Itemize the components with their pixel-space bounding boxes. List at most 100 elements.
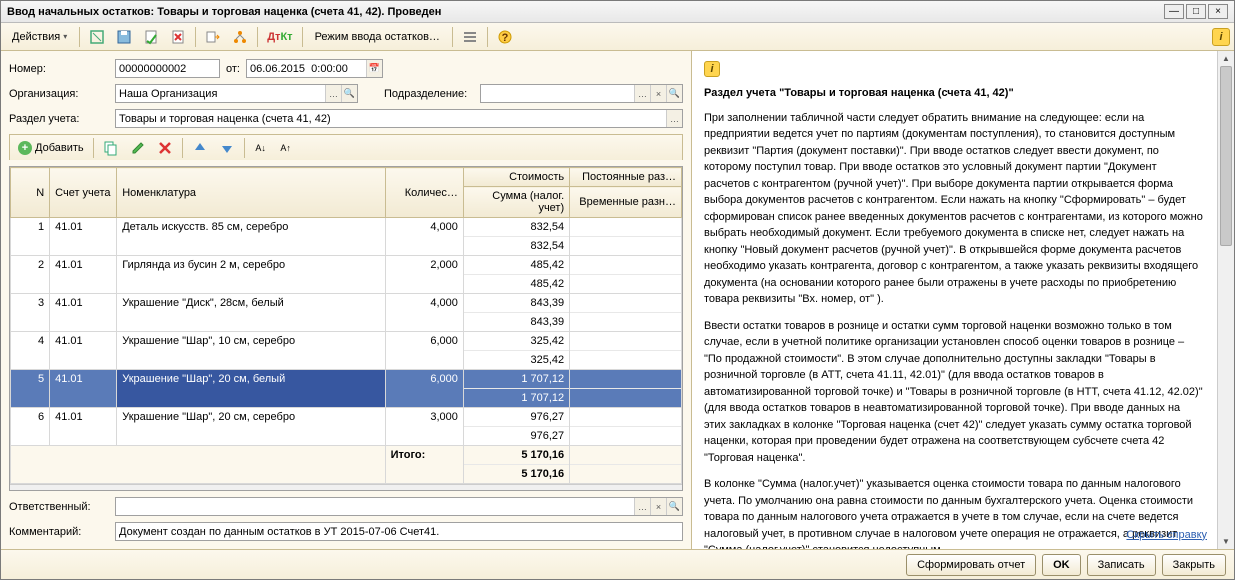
responsible-label: Ответственный: — [9, 501, 109, 513]
sort-desc-icon[interactable]: A↑ — [275, 137, 297, 159]
post-icon[interactable] — [139, 26, 163, 48]
comment-input[interactable] — [115, 522, 683, 541]
main-window: Ввод начальных остатков: Товары и торгов… — [0, 0, 1235, 580]
section-select-icon[interactable]: … — [666, 110, 682, 127]
cell-cost: 976,27976,27 — [463, 408, 569, 446]
info-badge-icon[interactable]: i — [1212, 28, 1230, 46]
org-open-icon[interactable]: 🔍 — [341, 85, 357, 102]
col-n[interactable]: N — [11, 168, 50, 218]
based-on-icon[interactable] — [201, 26, 225, 48]
minimize-button[interactable]: — — [1164, 4, 1184, 19]
table-row[interactable]: 441.01Украшение "Шар", 10 см, серебро6,0… — [11, 332, 682, 370]
close-button[interactable]: Закрыть — [1162, 554, 1226, 576]
close-window-button[interactable]: × — [1208, 4, 1228, 19]
cell-n: 3 — [11, 294, 50, 332]
cell-nomenclature: Гирлянда из бусин 2 м, серебро — [117, 256, 385, 294]
table-row[interactable]: 341.01Украшение "Диск", 28см, белый4,000… — [11, 294, 682, 332]
cell-nomenclature: Деталь искусств. 85 см, серебро — [117, 218, 385, 256]
col-nomenclature[interactable]: Номенклатура — [117, 168, 385, 218]
grid-hscroll[interactable] — [10, 484, 682, 490]
cell-account: 41.01 — [50, 370, 117, 408]
cell-n: 2 — [11, 256, 50, 294]
move-down-icon[interactable] — [215, 137, 239, 159]
cell-nomenclature: Украшение "Диск", 28см, белый — [117, 294, 385, 332]
delete-row-icon[interactable] — [153, 137, 177, 159]
sort-asc-icon[interactable]: A↓ — [250, 137, 272, 159]
cell-diff — [570, 218, 682, 256]
org-label: Организация: — [9, 88, 109, 100]
cell-qty: 6,000 — [385, 332, 463, 370]
from-label: от: — [226, 63, 240, 75]
total-label: Итого: — [385, 446, 463, 484]
cell-cost: 843,39843,39 — [463, 294, 569, 332]
structure-icon[interactable] — [228, 26, 252, 48]
help-info-icon: i — [704, 61, 720, 77]
copy-row-icon[interactable] — [99, 137, 123, 159]
window-title: Ввод начальных остатков: Товары и торгов… — [7, 6, 1164, 18]
responsible-open-icon[interactable]: 🔍 — [666, 498, 682, 515]
cell-n: 4 — [11, 332, 50, 370]
form-pane: Номер: от: 📅 Организация: …🔍 Подразделен… — [1, 51, 691, 549]
cell-account: 41.01 — [50, 256, 117, 294]
org-select-icon[interactable]: … — [325, 85, 341, 102]
subdiv-input[interactable] — [480, 84, 634, 103]
help-pane-wrap: i Раздел учета "Товары и торговая наценк… — [691, 51, 1234, 549]
add-button[interactable]: +Добавить — [14, 137, 88, 159]
hide-help-link[interactable]: Скрыть справку — [1126, 527, 1207, 544]
table-row[interactable]: 241.01Гирлянда из бусин 2 м, серебро2,00… — [11, 256, 682, 294]
data-grid: N Счет учета Номенклатура Количес… Стоим… — [9, 166, 683, 491]
unpost-icon[interactable] — [166, 26, 190, 48]
date-input[interactable] — [246, 59, 366, 78]
subdiv-select-icon[interactable]: … — [634, 85, 650, 102]
move-up-icon[interactable] — [188, 137, 212, 159]
responsible-input[interactable] — [115, 497, 634, 516]
help-scrollbar[interactable]: ▲ ▼ — [1217, 51, 1234, 549]
calendar-icon[interactable]: 📅 — [366, 60, 382, 77]
subdiv-clear-icon[interactable]: × — [650, 85, 666, 102]
table-row[interactable]: 641.01Украшение "Шар", 20 см, серебро3,0… — [11, 408, 682, 446]
list-settings-icon[interactable] — [458, 26, 482, 48]
table-row[interactable]: 541.01Украшение "Шар", 20 см, белый6,000… — [11, 370, 682, 408]
cell-diff — [570, 370, 682, 408]
help-para-2: Ввести остатки товаров в рознице и остат… — [704, 318, 1205, 467]
edit-row-icon[interactable] — [126, 137, 150, 159]
col-qty[interactable]: Количес… — [385, 168, 463, 218]
cell-cost: 832,54832,54 — [463, 218, 569, 256]
col-account[interactable]: Счет учета — [50, 168, 117, 218]
cell-cost: 485,42485,42 — [463, 256, 569, 294]
actions-menu[interactable]: Действия — [5, 26, 74, 48]
cell-n: 6 — [11, 408, 50, 446]
svg-text:?: ? — [502, 32, 509, 44]
save-button[interactable]: Записать — [1087, 554, 1156, 576]
cell-diff — [570, 256, 682, 294]
save-icon[interactable] — [112, 26, 136, 48]
cell-nomenclature: Украшение "Шар", 10 см, серебро — [117, 332, 385, 370]
dtkt-icon[interactable]: ДтКт — [263, 26, 296, 48]
refresh-icon[interactable] — [85, 26, 109, 48]
help-para-1: При заполнении табличной части следует о… — [704, 110, 1205, 308]
maximize-button[interactable]: □ — [1186, 4, 1206, 19]
responsible-clear-icon[interactable]: × — [650, 498, 666, 515]
responsible-select-icon[interactable]: … — [634, 498, 650, 515]
org-input[interactable] — [115, 84, 325, 103]
number-input[interactable] — [115, 59, 220, 78]
ok-button[interactable]: OK — [1042, 554, 1081, 576]
cell-qty: 6,000 — [385, 370, 463, 408]
help-icon[interactable]: ? — [493, 26, 517, 48]
table-row[interactable]: 141.01Деталь искусств. 85 см, серебро4,0… — [11, 218, 682, 256]
subdiv-open-icon[interactable]: 🔍 — [666, 85, 682, 102]
form-report-button[interactable]: Сформировать отчет — [906, 554, 1036, 576]
scroll-thumb[interactable] — [1220, 66, 1232, 246]
mode-button[interactable]: Режим ввода остатков… — [308, 26, 447, 48]
col-perm-diff[interactable]: Постоянные раз… — [570, 168, 682, 187]
cell-n: 5 — [11, 370, 50, 408]
scroll-up-icon[interactable]: ▲ — [1218, 51, 1234, 66]
scroll-down-icon[interactable]: ▼ — [1218, 534, 1234, 549]
number-label: Номер: — [9, 63, 109, 75]
titlebar: Ввод начальных остатков: Товары и торгов… — [1, 1, 1234, 23]
section-input[interactable] — [115, 109, 666, 128]
col-cost[interactable]: Стоимость — [463, 168, 569, 187]
cell-diff — [570, 294, 682, 332]
col-cost-sub[interactable]: Сумма (налог. учет) — [463, 187, 569, 218]
col-temp-diff[interactable]: Временные разн… — [570, 187, 682, 218]
